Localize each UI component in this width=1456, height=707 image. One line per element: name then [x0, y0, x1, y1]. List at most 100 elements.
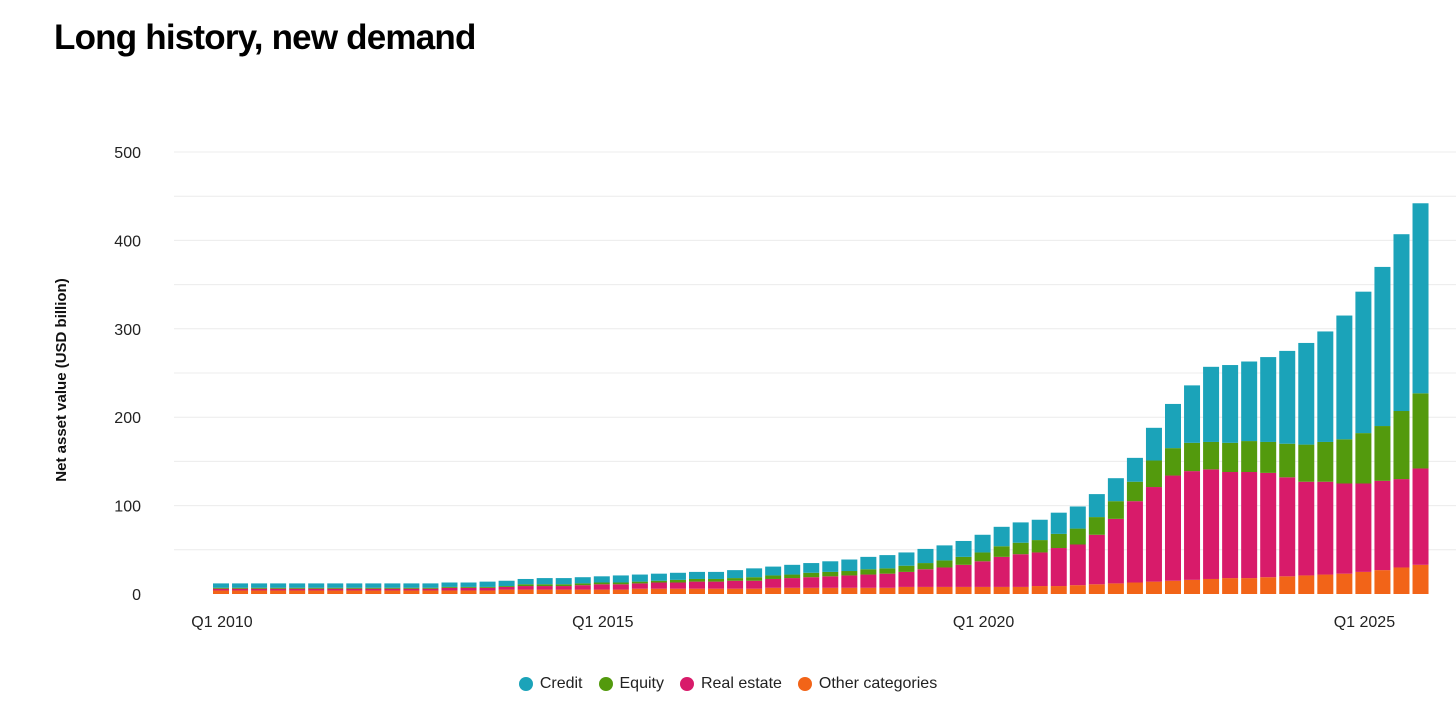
bar-segment-real-estate	[1203, 469, 1220, 579]
bar-segment-real-estate	[669, 582, 686, 589]
bar-segment-credit	[917, 548, 934, 564]
bar-segment-real-estate	[955, 564, 972, 587]
bar-segment-other-categories	[251, 590, 268, 594]
bar-segment-real-estate	[251, 588, 268, 591]
bar-segment-real-estate	[1298, 481, 1315, 576]
bar-segment-credit	[555, 578, 572, 585]
legend-item-other-categories[interactable]: Other categories	[797, 675, 937, 693]
bar-segment-other-categories	[479, 590, 496, 594]
bar-segment-credit	[536, 578, 553, 585]
bar-segment-equity	[631, 581, 648, 584]
legend-item-credit[interactable]: Credit	[518, 675, 583, 693]
bar-segment-credit	[574, 577, 591, 584]
bar-segment-equity	[803, 572, 820, 578]
bar-segment-other-categories	[270, 590, 287, 594]
bar-segment-equity	[689, 578, 705, 582]
bar-segment-credit	[289, 583, 306, 588]
legend-item-equity[interactable]: Equity	[598, 675, 664, 693]
bar-segment-other-categories	[1107, 583, 1124, 594]
x-tick-label: Q1 2020	[953, 614, 1014, 631]
bar-segment-other-categories	[917, 586, 934, 594]
bar-segment-equity	[822, 571, 839, 577]
bar-segment-equity	[1012, 542, 1029, 555]
bar-segment-equity	[708, 578, 725, 582]
bar-segment-real-estate	[1031, 552, 1048, 587]
bar-segment-other-categories	[555, 589, 572, 594]
bar-segment-equity	[1145, 460, 1162, 488]
bar-segment-credit	[327, 583, 344, 588]
bar-segment-equity	[1165, 448, 1181, 476]
bar-segment-credit	[1145, 427, 1162, 461]
legend-swatch	[797, 677, 812, 691]
bar-segment-credit	[765, 566, 782, 576]
bar-segment-real-estate	[1393, 479, 1410, 568]
bar-segment-credit	[1241, 361, 1258, 442]
bar-segment-credit	[479, 581, 496, 587]
bar-segment-equity	[593, 582, 610, 585]
bar-segment-equity	[270, 587, 287, 589]
bar-segment-other-categories	[669, 588, 686, 594]
bar-segment-real-estate	[1107, 518, 1124, 584]
bar-segment-credit	[612, 575, 629, 583]
bar-segment-real-estate	[936, 567, 953, 587]
bar-segment-other-categories	[1069, 585, 1086, 594]
bar-segment-credit	[650, 573, 667, 581]
bar-segment-credit	[384, 583, 401, 588]
bar-segment-equity	[479, 586, 496, 588]
bar-segment-other-categories	[822, 587, 839, 594]
bar-segment-equity	[860, 569, 877, 575]
bar-segment-other-categories	[612, 589, 629, 594]
bar-segment-other-categories	[327, 590, 344, 594]
bar-segment-equity	[1412, 393, 1429, 469]
bar-segment-other-categories	[1165, 580, 1181, 594]
legend-swatch	[679, 677, 694, 691]
bar-segment-real-estate	[1279, 477, 1296, 577]
bar-segment-equity	[784, 574, 801, 579]
bar-segment-other-categories	[1088, 584, 1105, 594]
bar-segment-other-categories	[650, 588, 667, 594]
bar-segment-real-estate	[1069, 544, 1086, 586]
bar-segment-credit	[593, 576, 610, 583]
bar-segment-credit	[498, 580, 515, 587]
bar-segment-credit	[1222, 365, 1239, 443]
bar-segment-real-estate	[346, 588, 363, 591]
bar-segment-credit	[669, 572, 686, 580]
bar-segment-real-estate	[708, 581, 725, 589]
legend-swatch	[518, 677, 533, 691]
bar-segment-real-estate	[441, 587, 458, 591]
bar-segment-credit	[803, 563, 820, 573]
bar-segment-real-estate	[403, 588, 420, 591]
bar-segment-real-estate	[746, 580, 763, 589]
bar-segment-other-categories	[784, 587, 801, 594]
bar-segment-credit	[955, 540, 972, 557]
bar-segment-real-estate	[327, 588, 344, 591]
bar-segment-credit	[746, 568, 763, 578]
bar-segment-real-estate	[917, 569, 934, 587]
bar-segment-credit	[1031, 519, 1048, 541]
bar-segment-credit	[841, 559, 858, 572]
bar-segment-other-categories	[593, 589, 610, 594]
bars	[213, 203, 1429, 594]
bar-segment-other-categories	[841, 587, 858, 594]
bar-segment-credit	[727, 570, 744, 579]
bar-segment-real-estate	[536, 586, 553, 590]
legend-label: Real estate	[700, 675, 782, 692]
bar-segment-credit	[1336, 315, 1353, 440]
bar-segment-real-estate	[1355, 483, 1372, 572]
bar-segment-real-estate	[460, 587, 477, 591]
bar-segment-equity	[612, 582, 629, 585]
bar-segment-equity	[232, 587, 249, 589]
bar-segment-real-estate	[1012, 554, 1029, 587]
bar-segment-real-estate	[727, 580, 744, 589]
bar-segment-real-estate	[555, 586, 572, 590]
legend-item-real-estate[interactable]: Real estate	[679, 675, 782, 693]
bar-segment-credit	[1317, 331, 1334, 442]
bar-segment-real-estate	[365, 588, 382, 591]
bar-segment-credit	[1012, 522, 1029, 543]
bar-segment-real-estate	[822, 576, 839, 588]
bar-segment-equity	[327, 587, 344, 589]
bar-segment-equity	[1222, 442, 1239, 473]
bar-segment-real-estate	[841, 575, 858, 588]
bar-segment-credit	[936, 545, 953, 561]
